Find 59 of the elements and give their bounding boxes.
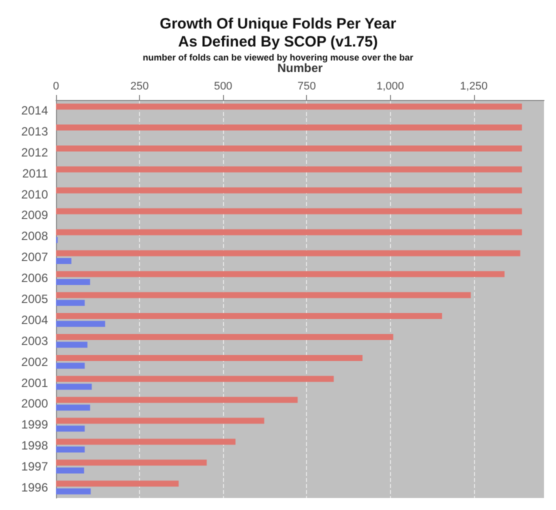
bar [56,362,85,369]
y-tick-label: 2002 [21,354,48,369]
y-tick-label: 2009 [21,208,48,222]
y-tick-label: 2004 [21,312,48,327]
x-tick-label: 750 [298,80,316,92]
bar [56,124,522,131]
x-tick-label: 500 [214,80,232,92]
x-tick-label: 1,000 [376,80,404,92]
y-tick-label: 2014 [21,103,48,118]
y-tick-label: 1997 [21,460,48,474]
y-tick-label: 2012 [21,145,48,160]
y-tick-label: 2013 [21,124,48,138]
chart-title: Growth Of Unique Folds Per Year As Defined By SCOP (v1.75) [160,16,396,50]
bar [56,404,90,411]
bar [56,313,442,320]
bar [56,467,84,474]
y-tick-label: 2000 [21,396,48,411]
bar [56,480,179,487]
bar [56,376,334,382]
bar [56,396,298,403]
y-tick-label: 2003 [21,334,48,348]
bar [56,300,85,306]
bar [56,250,520,256]
y-tick-label: 2005 [21,292,48,306]
y-tick-label: 2008 [21,229,48,244]
bar [56,271,505,278]
bar [56,342,88,348]
bar [56,438,236,445]
y-tick-label: 1996 [21,480,48,495]
bar [56,104,522,110]
bar [56,166,522,172]
x-axis-title: Number [277,61,323,75]
bar [56,460,207,466]
x-tick-label: 250 [130,80,149,92]
bar [56,278,90,285]
bar [56,258,72,264]
x-tick-label: 0 [52,80,60,92]
x-tick-label: 1,250 [460,80,488,92]
y-tick-label: 2011 [22,166,48,180]
bar [56,384,92,390]
y-tick-label: 2007 [21,250,48,264]
bar [56,446,85,453]
bar [56,334,394,340]
y-tick-label: 1999 [21,418,48,432]
bar [56,354,363,361]
bar [56,229,522,236]
bar [56,426,85,432]
bar [56,418,264,424]
bar [56,145,522,152]
bar [56,187,522,194]
bar [56,320,106,327]
y-tick-label: 2001 [21,376,48,390]
bar [56,292,471,298]
bar [56,488,91,494]
chart-subtitle: number of folds can be viewed by hovering mouse over the bar [142,52,414,62]
bar [56,208,522,214]
y-tick-label: 1998 [21,438,48,453]
y-tick-label: 2006 [21,271,48,286]
y-tick-label: 2010 [21,187,48,202]
